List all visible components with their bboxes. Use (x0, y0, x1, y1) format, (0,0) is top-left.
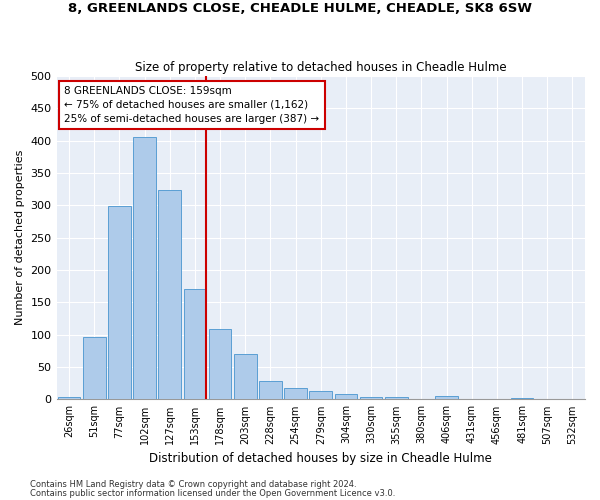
Bar (460, 399, 483, 400)
Text: Contains HM Land Registry data © Crown copyright and database right 2024.: Contains HM Land Registry data © Crown c… (30, 480, 356, 489)
Bar (536, 399, 559, 400)
Text: 8, GREENLANDS CLOSE, CHEADLE HULME, CHEADLE, SK8 6SW: 8, GREENLANDS CLOSE, CHEADLE HULME, CHEA… (68, 2, 532, 16)
Title: Size of property relative to detached houses in Cheadle Hulme: Size of property relative to detached ho… (135, 60, 506, 74)
Text: Contains public sector information licensed under the Open Government Licence v3: Contains public sector information licen… (30, 488, 395, 498)
Bar (184, 290, 206, 400)
Bar (259, 380, 282, 400)
Bar (511, 398, 533, 400)
Y-axis label: Number of detached properties: Number of detached properties (15, 150, 25, 326)
X-axis label: Distribution of detached houses by size in Cheadle Hulme: Distribution of detached houses by size … (149, 452, 492, 465)
Bar (410, 399, 433, 400)
Bar (209, 329, 232, 400)
Bar (310, 391, 332, 400)
Bar (158, 190, 181, 400)
Bar (435, 396, 458, 400)
Bar (108, 206, 131, 400)
Bar (360, 397, 382, 400)
Bar (385, 398, 407, 400)
Bar (234, 354, 257, 400)
Bar (133, 137, 156, 400)
Text: 8 GREENLANDS CLOSE: 159sqm
← 75% of detached houses are smaller (1,162)
25% of s: 8 GREENLANDS CLOSE: 159sqm ← 75% of deta… (64, 86, 320, 124)
Bar (335, 394, 357, 400)
Bar (58, 398, 80, 400)
Bar (284, 388, 307, 400)
Bar (83, 336, 106, 400)
